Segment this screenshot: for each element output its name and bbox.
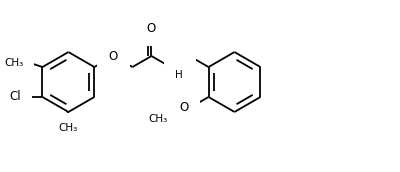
Text: N: N bbox=[176, 61, 184, 73]
Text: O: O bbox=[147, 22, 156, 35]
Text: Cl: Cl bbox=[9, 90, 20, 104]
Text: H: H bbox=[176, 70, 183, 80]
Text: O: O bbox=[179, 101, 188, 115]
Text: O: O bbox=[109, 50, 118, 63]
Text: CH₃: CH₃ bbox=[148, 114, 168, 124]
Text: CH₃: CH₃ bbox=[59, 123, 78, 133]
Text: CH₃: CH₃ bbox=[4, 58, 24, 68]
